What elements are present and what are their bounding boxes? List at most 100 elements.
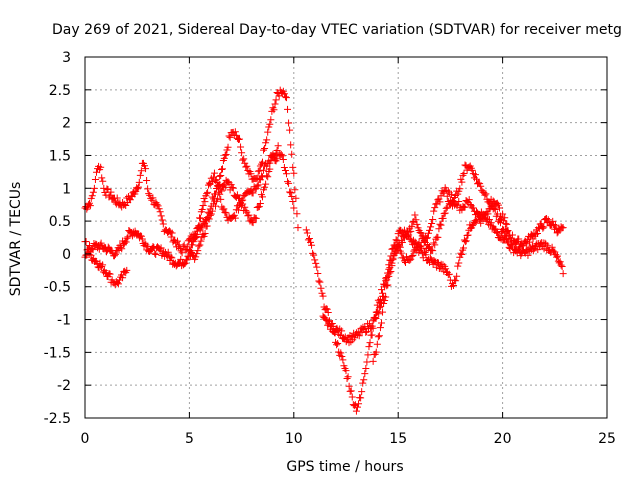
data-point-track-g <box>473 208 480 216</box>
data-point-track-d <box>216 190 224 198</box>
data-point-track-e <box>534 224 542 232</box>
data-point-track-c <box>289 198 297 206</box>
data-point-track-a <box>260 146 268 154</box>
plot-frame <box>84 56 608 419</box>
data-point-track-f <box>485 216 493 224</box>
data-point-track-e <box>408 222 416 230</box>
data-point-track-f <box>439 261 447 269</box>
data-point-track-a <box>285 119 293 127</box>
data-point-track-g <box>424 229 432 237</box>
data-point-track-a <box>126 196 134 204</box>
tick-labels: 0 5 10 15 20 25 3 2.5 2 1.5 1 0.5 0 -0.5 -1 -1.5 -2 -2.5 <box>44 50 616 447</box>
data-point-track-e <box>361 370 369 378</box>
y-tick-label: -1 <box>57 313 71 329</box>
data-point-track-a <box>267 116 275 124</box>
data-point-track-a <box>270 106 278 114</box>
data-point-track-e <box>481 191 489 199</box>
data-point-track-c <box>190 232 198 240</box>
data-point-track-e <box>540 223 548 231</box>
data-point-track-f <box>395 227 403 235</box>
data-point-track-b <box>82 237 90 245</box>
data-point-track-g <box>400 257 408 265</box>
data-point-track-c <box>89 246 97 254</box>
data-point-track-a <box>90 184 98 192</box>
data-point-track-g <box>369 357 377 365</box>
data-point-track-e <box>411 211 419 219</box>
data-point-track-e <box>360 376 368 384</box>
data-point-track-a <box>156 208 164 216</box>
data-point-track-g <box>413 246 421 254</box>
data-point-track-c <box>244 212 252 220</box>
data-point-track-a <box>287 141 295 149</box>
data-point-track-a <box>137 167 145 175</box>
data-point-track-c <box>123 234 131 242</box>
data-point-track-a <box>136 171 144 179</box>
data-point-track-c <box>242 207 250 215</box>
data-point-track-g <box>416 243 424 251</box>
data-point-track-f <box>445 270 453 278</box>
data-point-track-d <box>258 173 266 181</box>
data-point-track-a <box>293 210 301 218</box>
data-point-track-f <box>454 262 462 270</box>
data-point-track-e <box>413 220 421 228</box>
data-point-track-f <box>461 238 469 246</box>
data-point-track-g <box>380 299 388 307</box>
data-point-track-e <box>305 235 313 243</box>
data-point-track-e <box>436 220 444 228</box>
data-point-track-a <box>98 174 106 182</box>
data-point-track-e <box>364 351 372 359</box>
data-point-track-e <box>525 238 533 246</box>
data-point-track-c <box>96 241 104 249</box>
data-point-track-g <box>399 254 407 262</box>
data-point-track-g <box>386 269 394 277</box>
data-point-track-e <box>429 247 437 255</box>
data-point-track-c <box>203 190 211 198</box>
data-point-track-c <box>183 256 191 264</box>
data-point-track-a <box>264 128 272 136</box>
data-point-track-f <box>524 251 532 259</box>
data-point-track-c <box>124 233 132 241</box>
data-point-track-f <box>322 315 330 323</box>
data-point-track-c <box>241 203 249 211</box>
data-point-track-f <box>362 328 370 336</box>
data-point-track-c <box>256 199 264 207</box>
data-point-track-e <box>358 388 366 396</box>
data-point-track-e <box>350 402 358 410</box>
data-point-track-f <box>487 219 495 227</box>
data-point-track-f <box>385 261 393 269</box>
data-point-track-e <box>431 241 439 249</box>
data-point-track-e <box>309 249 317 257</box>
data-point-track-e <box>316 278 324 286</box>
data-point-track-f <box>442 265 450 273</box>
data-point-track-c <box>287 189 295 197</box>
data-point-track-g <box>395 242 403 250</box>
y-tick-label: -0.5 <box>44 280 71 296</box>
y-tick-label: 0.5 <box>49 214 71 230</box>
data-point-track-c <box>138 235 146 243</box>
data-point-track-e <box>439 214 447 222</box>
data-points <box>81 86 567 415</box>
data-point-track-f <box>556 258 564 266</box>
data-point-track-a <box>282 94 290 102</box>
data-point-track-c <box>229 184 237 192</box>
data-point-track-c <box>258 193 266 201</box>
data-point-track-g <box>447 191 455 199</box>
data-point-track-e <box>539 224 547 232</box>
data-point-track-e <box>302 226 310 234</box>
data-point-track-g <box>409 252 417 260</box>
data-point-track-e <box>458 178 466 186</box>
data-point-track-f <box>462 237 470 245</box>
data-point-track-f <box>372 315 380 323</box>
data-point-track-e <box>359 379 367 387</box>
data-point-track-c <box>122 238 130 246</box>
data-point-track-f <box>460 244 468 252</box>
data-point-track-c <box>181 259 189 267</box>
data-point-track-g <box>430 207 438 215</box>
data-point-track-e <box>324 308 332 316</box>
data-point-track-c <box>155 245 163 253</box>
data-point-track-c <box>208 178 216 186</box>
data-point-track-g <box>474 209 482 217</box>
data-point-track-c <box>245 211 253 219</box>
data-point-track-e <box>317 284 325 292</box>
